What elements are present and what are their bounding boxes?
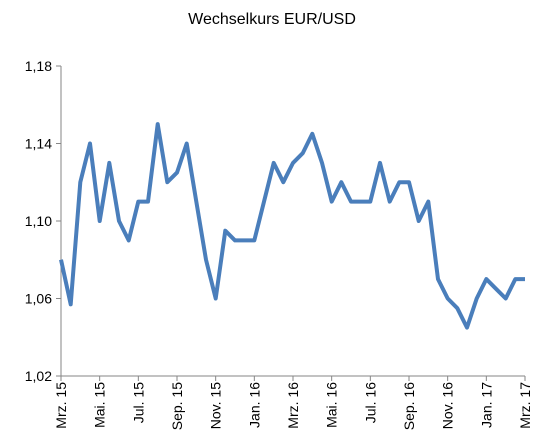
x-tick-label: Mai. 15 [92, 382, 108, 428]
chart-title: Wechselkurs EUR/USD [188, 11, 356, 28]
x-tick-label: Mrz. 17 [517, 382, 533, 429]
data-line [59, 122, 525, 330]
y-tick-label: 1,18 [25, 58, 52, 74]
x-tick-label: Mrz. 15 [53, 382, 69, 429]
y-tick-label: 1,02 [25, 368, 52, 384]
x-tick-label: Mai. 16 [324, 382, 340, 428]
y-tick-label: 1,14 [25, 136, 52, 152]
x-tick-label: Jul. 15 [130, 382, 146, 423]
x-tick-label: Jan. 16 [246, 382, 262, 428]
x-tick-label: Sep. 15 [169, 382, 185, 430]
y-tick-label: 1,10 [25, 213, 52, 229]
x-tick-label: Jul. 16 [362, 382, 378, 423]
y-tick-label: 1,06 [25, 291, 52, 307]
x-tick-label: Jan. 17 [478, 382, 494, 428]
x-tick-label: Sep. 16 [401, 382, 417, 430]
x-tick-label: Mrz. 16 [285, 382, 301, 429]
x-tick-label: Nov. 15 [208, 382, 224, 429]
x-tick-label: Nov. 16 [440, 382, 456, 429]
